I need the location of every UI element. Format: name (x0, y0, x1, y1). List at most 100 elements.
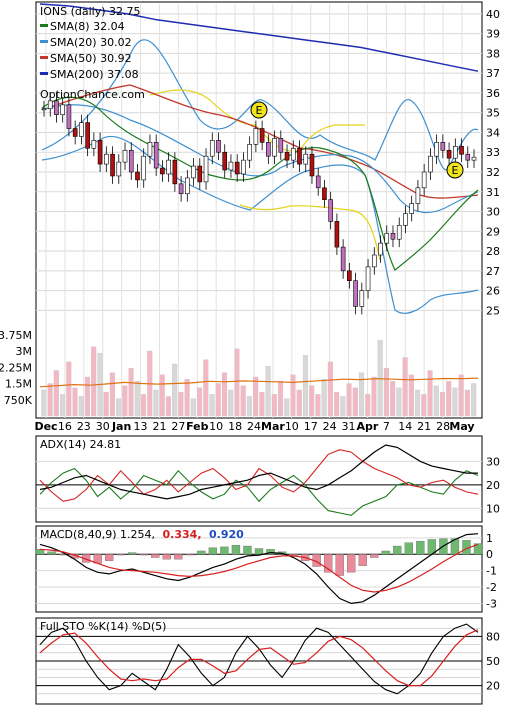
volume-bar (240, 385, 246, 417)
volume-bar (66, 361, 72, 417)
candle-body (328, 199, 333, 222)
macd-panel-frame (35, 525, 483, 613)
x-tick-label: 31 (342, 420, 356, 433)
volume-bar (352, 387, 358, 417)
candle-body (428, 155, 433, 173)
macd-hist-bar (128, 552, 137, 555)
volume-bar (128, 368, 134, 417)
volume-bar (452, 387, 458, 417)
legend: IONS (daily) 32.75 SMA(8) 32.04 SMA(20) 30… (40, 5, 141, 81)
x-tick-label: 17 (304, 420, 318, 433)
price-y-tick-label: 35 (486, 107, 500, 120)
legend-swatch (40, 56, 48, 59)
legend-item: SMA(20) 30.02 (50, 36, 132, 49)
volume-bar (153, 389, 159, 417)
sto-label: Full STO %K(14) %D(5) (40, 620, 166, 633)
macd-hist-bar (185, 554, 194, 556)
candle-body (334, 221, 340, 248)
x-tick-label: 7 (383, 420, 390, 433)
candle-body (371, 254, 377, 268)
macd-hist-bar (254, 548, 264, 555)
candle-body (178, 183, 184, 195)
x-tick-label: 23 (77, 420, 91, 433)
candle-body (253, 128, 259, 145)
volume-bar (284, 398, 290, 417)
sto-k-line (39, 623, 479, 695)
x-tick-label: 10 (285, 420, 299, 433)
macd-hist-bar (370, 554, 379, 558)
candle-body (172, 159, 178, 185)
price-y-tick-label: 32 (486, 166, 500, 179)
adx-line (39, 444, 478, 500)
candle-body (359, 290, 365, 307)
candle-body (216, 140, 221, 153)
macd-hist-bar (266, 549, 275, 555)
sto-y-tick-label: 80 (486, 630, 500, 643)
candle-body (446, 149, 452, 159)
price-y-tick-label: 34 (486, 126, 500, 139)
volume-bar (172, 363, 178, 417)
candle-body (347, 270, 352, 282)
macd-hist-bar (393, 545, 402, 555)
macd-y-tick-label: -2 (486, 581, 497, 594)
price-x-axis: Dec 16 23 30 Jan 13 21 27 Feb 10 18 24 Mar 10 17 24 31 Ap… (34, 420, 474, 433)
sto-d-line (39, 629, 479, 687)
volume-bar (446, 381, 452, 417)
x-tick-label: 24 (247, 420, 261, 433)
macd-hist-bar (116, 554, 125, 556)
volume-bar (427, 370, 433, 417)
candle-body (290, 147, 296, 161)
volume-bar (228, 389, 234, 417)
volume-bar (315, 394, 321, 417)
volume-ma-line (39, 377, 479, 388)
macd-value: 0.334, (163, 528, 202, 541)
macd-hist-bar (324, 554, 333, 573)
earnings-marker-1: E (250, 101, 268, 119)
macd-y-tick-label: -3 (486, 597, 497, 610)
x-tick-label: 21 (152, 420, 166, 433)
macd-hist-bar (347, 554, 356, 573)
macd-hist-bar (162, 554, 171, 560)
candle-body (297, 147, 302, 165)
macd-y-tick-label: 0 (486, 548, 493, 561)
volume-bars (41, 339, 477, 417)
macd-hist-bar (208, 547, 218, 555)
volume-bar (365, 394, 371, 417)
adx-y-tick-label: 10 (486, 502, 500, 515)
volume-bar (358, 372, 365, 417)
macd-hist-bar (358, 554, 367, 566)
candle-body (465, 153, 471, 161)
legend-swatch (40, 40, 48, 43)
adx-minus-di-line (39, 449, 479, 502)
volume-bar (383, 368, 390, 417)
volume-y-tick-label: 3.75M (0, 329, 32, 342)
candle-body (60, 104, 65, 115)
candle-body (222, 151, 228, 171)
volume-bar (47, 383, 53, 417)
volume-bar (178, 391, 184, 417)
x-tick-label: May (449, 420, 474, 433)
volume-bar (165, 396, 171, 417)
volume-bar (371, 376, 377, 417)
volume-bar (184, 378, 190, 417)
x-tick-label: Apr (357, 420, 379, 433)
price-y-axis: 25 26 27 28 29 30 31 32 33 34 35 36 37 38 39 40 (486, 8, 500, 317)
candle-body (259, 128, 265, 143)
macd-hist-bar (151, 554, 160, 558)
sto-grid (36, 627, 482, 695)
candle-body (110, 153, 115, 177)
volume-bar (103, 391, 109, 417)
sma20-line (41, 104, 479, 214)
volume-bar (78, 396, 84, 417)
price-y-tick-label: 38 (486, 47, 500, 60)
macd-hist-bar (220, 546, 229, 555)
candle-body (241, 159, 246, 175)
volume-bar (433, 385, 439, 417)
macd-hist-bar (404, 542, 413, 555)
watermark: OptionChance.com (40, 88, 145, 101)
volume-bar (439, 391, 446, 417)
candle-body (203, 155, 209, 183)
volume-bar (246, 396, 252, 417)
candle-body (85, 122, 90, 149)
